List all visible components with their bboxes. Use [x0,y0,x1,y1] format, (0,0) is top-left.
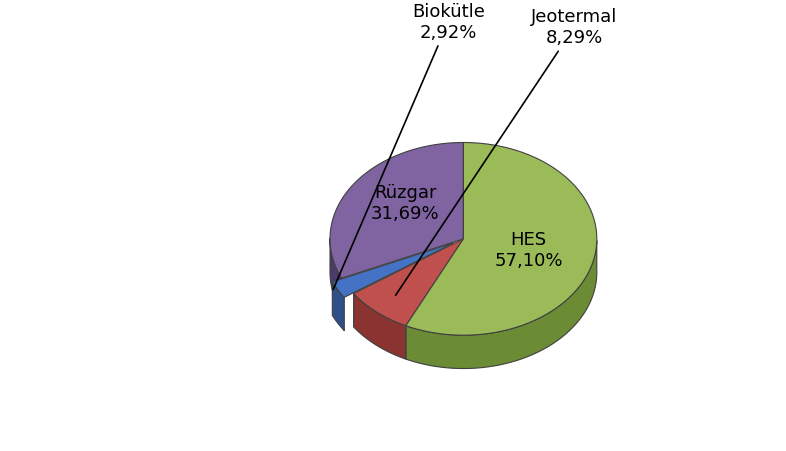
Text: Rüzgar
31,69%: Rüzgar 31,69% [371,184,439,222]
Polygon shape [332,243,454,298]
Polygon shape [354,294,406,359]
Text: Jeotermal
8,29%: Jeotermal 8,29% [395,8,618,295]
Polygon shape [354,239,464,326]
Text: HES
57,10%: HES 57,10% [494,230,563,269]
Polygon shape [406,241,597,369]
Polygon shape [406,143,597,336]
Polygon shape [330,239,342,312]
Text: Biokütle
2,92%: Biokütle 2,92% [333,3,485,290]
Polygon shape [330,143,464,279]
Polygon shape [332,282,344,331]
